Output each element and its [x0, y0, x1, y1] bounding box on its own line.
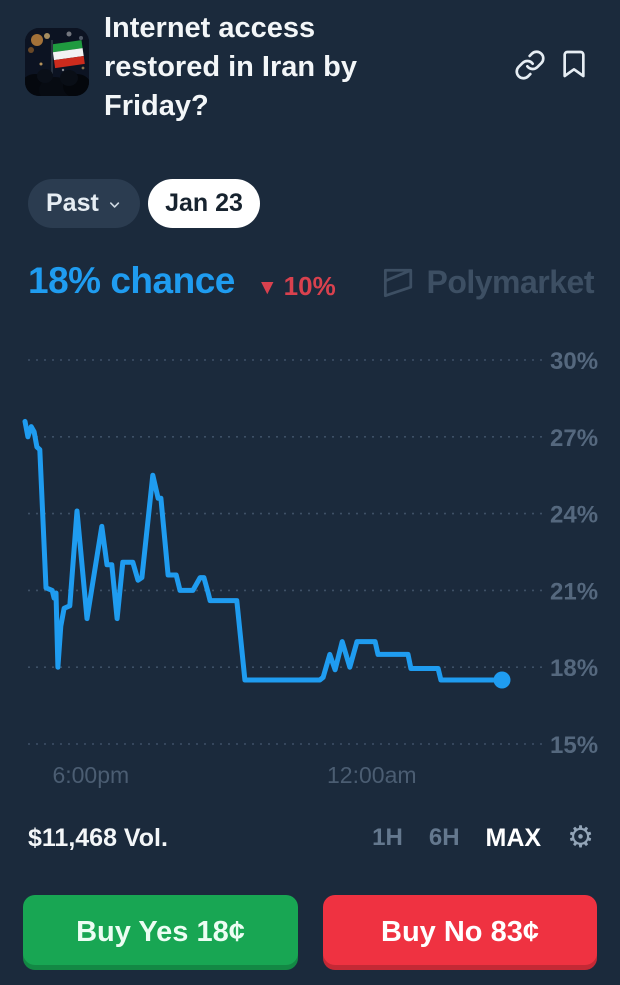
- link-icon[interactable]: [514, 49, 546, 81]
- volume-label: $11,468 Vol.: [28, 823, 168, 852]
- crowd-iran-flag-image: [25, 28, 89, 96]
- market-avatar: [25, 28, 89, 96]
- period-dropdown-label: Past: [46, 189, 99, 217]
- chart-footer: $11,468 Vol. 1H 6H MAX ⚙: [28, 818, 594, 858]
- range-max[interactable]: MAX: [485, 823, 542, 852]
- price-line: [22, 418, 505, 683]
- change-value: 10%: [283, 271, 336, 301]
- market-title: Internet access restored in Iran by Frid…: [104, 12, 358, 122]
- price-chart[interactable]: 30% 27% 24% 21% 18% 15% 6:00pm 12:00am: [0, 345, 620, 790]
- range-1h[interactable]: 1H: [372, 824, 403, 851]
- x-tick-label: 12:00am: [327, 762, 417, 788]
- change-down-icon: ▼: [256, 276, 278, 299]
- bookmark-icon[interactable]: [558, 48, 590, 80]
- period-dropdown[interactable]: Past: [28, 179, 140, 228]
- range-6h[interactable]: 6H: [428, 824, 460, 851]
- polymarket-logo-icon: [384, 268, 413, 297]
- y-tick-label: 30%: [550, 348, 598, 375]
- y-tick-label: 15%: [550, 732, 598, 759]
- y-tick-label: 21%: [550, 578, 598, 605]
- chance-change: ▼ 10%: [257, 271, 336, 302]
- polymarket-brand-text: Polymarket: [426, 264, 594, 300]
- gear-icon[interactable]: ⚙: [567, 821, 594, 854]
- chevron-down-icon: [109, 202, 120, 208]
- range-selector: 1H 6H MAX ⚙: [372, 823, 594, 853]
- x-tick-label: 6:00pm: [52, 762, 129, 788]
- buy-yes-button[interactable]: Buy Yes 18¢: [23, 895, 298, 970]
- y-tick-label: 27%: [550, 425, 598, 452]
- date-pill-label: Jan 23: [165, 189, 243, 217]
- y-tick-label: 18%: [550, 655, 598, 682]
- buy-no-button[interactable]: Buy No 83¢: [323, 895, 597, 970]
- price-endpoint-dot: [493, 671, 511, 689]
- polymarket-watermark: Polymarket: [379, 264, 594, 301]
- date-pill[interactable]: Jan 23: [148, 179, 260, 228]
- chance-value: 18% chance: [28, 260, 235, 301]
- chance-row: 18% chance ▼ 10%: [28, 260, 336, 302]
- y-tick-label: 24%: [550, 502, 598, 529]
